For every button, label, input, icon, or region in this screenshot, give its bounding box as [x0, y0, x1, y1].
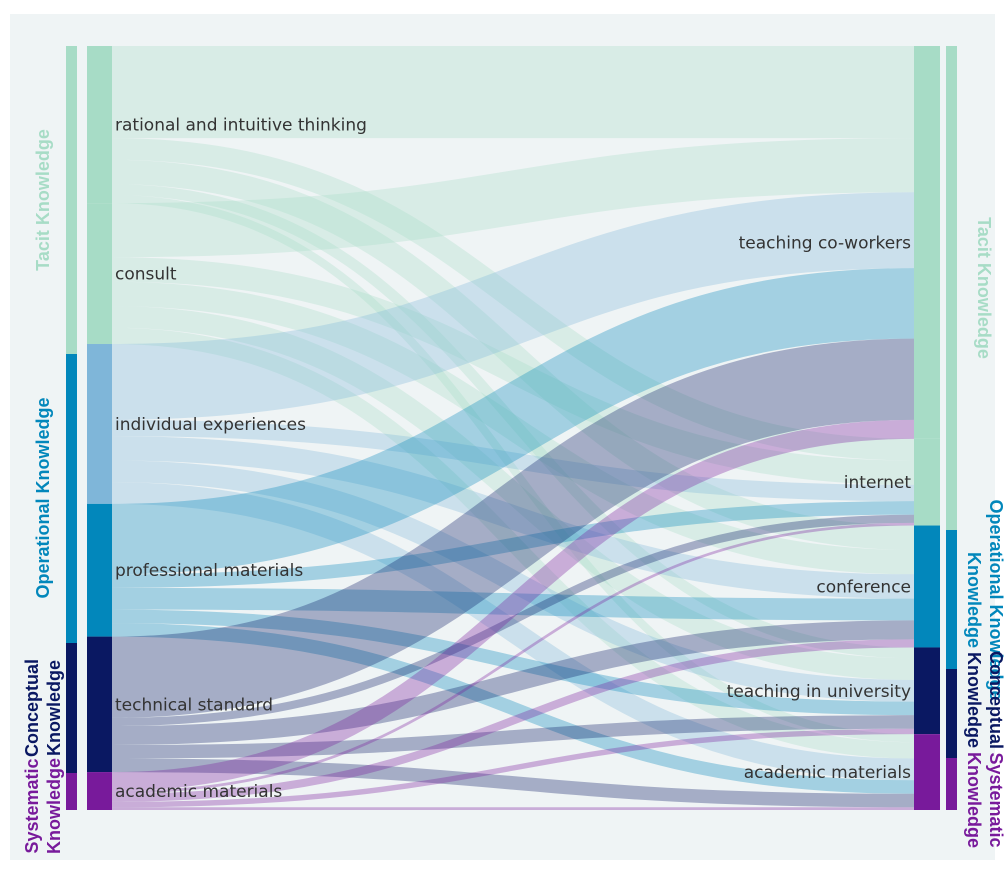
sankey-nodes [87, 46, 940, 810]
link-academic_l-to-teaching_uni [111, 728, 915, 808]
diagram-background [10, 14, 995, 860]
left-category-bars [66, 46, 77, 810]
left-node-label-academic_l: academic materials [115, 782, 282, 802]
left-node-academic_l [87, 772, 112, 810]
right-node-label-conference: conference [816, 577, 911, 597]
link-rational-to-teaching_uni [111, 184, 915, 659]
link-professional-to-teaching_uni [111, 609, 915, 716]
link-consult-to-academic_r [111, 327, 915, 759]
right-conceptual-label-line2: Knowledge [964, 652, 984, 748]
left-conceptual-category-bar [66, 643, 77, 773]
link-rational-to-academic_r [111, 195, 915, 743]
left-tacit-category-bar [66, 46, 77, 354]
right-category-bars [946, 46, 957, 810]
sankey-node-labels: rational and intuitive thinking consult in… [115, 116, 911, 802]
left-conceptual-label-line1: Conceptual [22, 659, 42, 757]
link-academic_l-to-internet [111, 522, 915, 794]
right-systematic-label-line2: Knowledge [964, 752, 984, 848]
right-tacit-category-bar [946, 46, 957, 530]
left-systematic-category-bar [66, 773, 77, 810]
right-operational-label-line1: Operational Knowledge [986, 499, 1005, 700]
right-operational-label-line2: Knowledge [964, 552, 984, 648]
link-individual-to-internet [111, 419, 915, 502]
right-node-internet [914, 438, 940, 526]
left-node-label-professional: professional materials [115, 561, 303, 581]
link-individual-to-conference [111, 436, 915, 599]
link-individual-to-teaching_uni [111, 460, 915, 702]
link-rational-to-conference [111, 159, 915, 550]
link-professional-to-academic_r [111, 623, 915, 794]
link-rational-to-internet [111, 138, 915, 461]
left-node-rational [87, 46, 112, 204]
left-category-labels: Tacit Knowledge Operational Knowledge Co… [22, 129, 64, 854]
right-category-labels: Tacit Knowledge Operational Knowledge Kn… [964, 217, 1005, 848]
right-conceptual-category-bar [946, 669, 957, 758]
link-technical-to-teaching_uni [111, 715, 915, 759]
right-conceptual-label-line1: Conceptual [986, 651, 1005, 749]
link-technical-to-academic_r [111, 758, 915, 808]
right-node-label-internet: internet [844, 473, 912, 493]
left-node-label-rational: rational and intuitive thinking [115, 116, 367, 136]
link-consult-to-teaching_uni [111, 306, 915, 680]
right-node-label-academic_r: academic materials [744, 763, 911, 783]
link-academic_l-to-teaching_cw [111, 419, 915, 792]
link-technical-to-teaching_cw [111, 338, 915, 718]
left-node-label-consult: consult [115, 265, 177, 285]
right-node-academic_r [914, 734, 940, 810]
left-node-label-technical: technical standard [115, 695, 273, 715]
left-tacit-knowledge-label: Tacit Knowledge [33, 129, 53, 271]
right-operational-category-bar [946, 530, 957, 669]
right-node-teaching_cw [914, 46, 940, 439]
right-systematic-label-line1: Systematic [986, 752, 1005, 847]
left-node-professional [87, 503, 112, 637]
link-technical-to-conference [111, 620, 915, 745]
right-node-label-teaching_cw: teaching co-workers [739, 233, 912, 253]
right-node-conference [914, 525, 940, 648]
left-operational-category-bar [66, 354, 77, 643]
left-systematic-label-line1: Systematic [22, 758, 42, 853]
left-node-label-individual: individual experiences [115, 415, 306, 435]
link-technical-to-internet [111, 514, 915, 727]
left-conceptual-label-line2: Knowledge [44, 660, 64, 756]
flow-links [111, 45, 915, 810]
link-consult-to-teaching_cw [111, 138, 915, 258]
right-node-teaching_uni [914, 647, 940, 735]
link-consult-to-internet [111, 257, 915, 485]
left-node-individual [87, 344, 112, 504]
right-systematic-category-bar [946, 758, 957, 810]
right-tacit-knowledge-label: Tacit Knowledge [974, 217, 994, 359]
link-consult-to-conference [111, 281, 915, 575]
left-operational-knowledge-label: Operational Knowledge [33, 397, 53, 598]
link-academic_l-to-conference [111, 639, 915, 802]
link-professional-to-teaching_cw [111, 268, 915, 575]
left-systematic-label-line2: Knowledge [44, 758, 64, 854]
right-node-label-teaching_uni: teaching in university [727, 682, 911, 702]
link-professional-to-conference [111, 587, 915, 621]
link-professional-to-internet [111, 501, 915, 588]
left-node-technical [87, 636, 112, 773]
link-individual-to-academic_r [111, 482, 915, 781]
left-node-consult [87, 203, 112, 345]
link-individual-to-teaching_cw [111, 192, 915, 420]
